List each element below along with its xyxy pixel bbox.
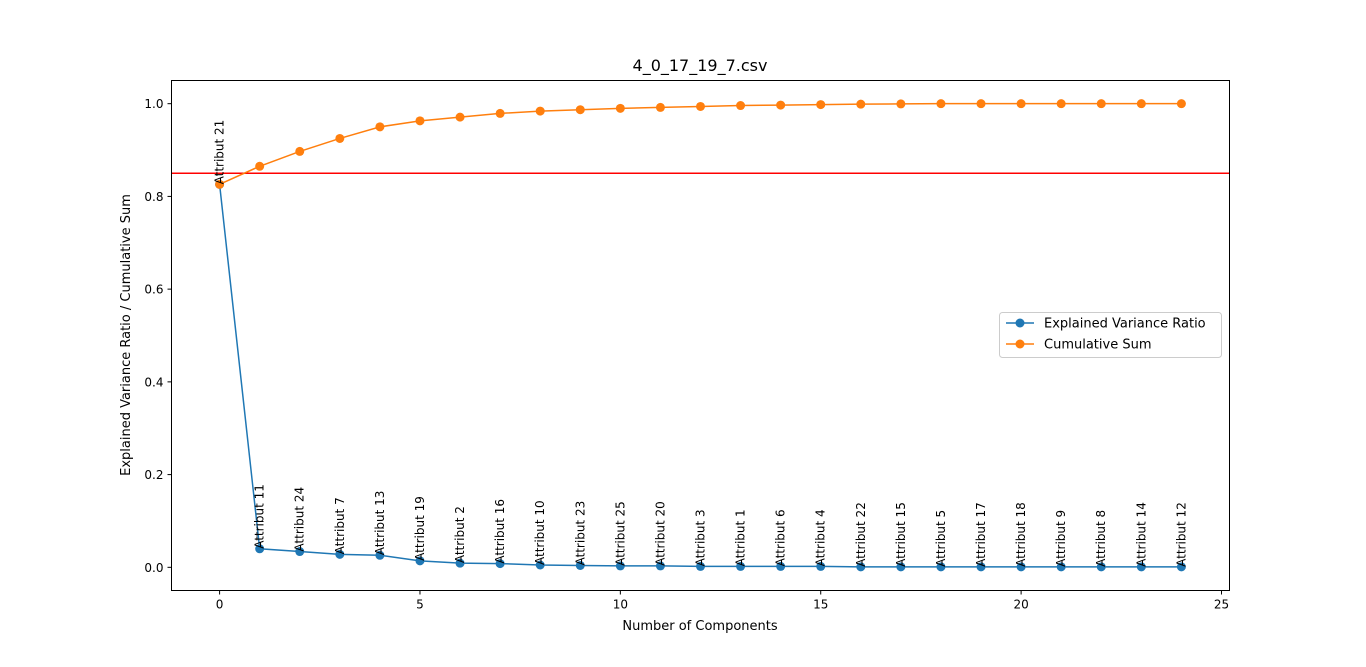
data-point bbox=[575, 105, 585, 115]
y-tick-label: 1.0 bbox=[144, 97, 163, 111]
chart-title: 4_0_17_19_7.csv bbox=[633, 56, 768, 76]
data-point bbox=[816, 100, 826, 110]
data-point bbox=[255, 544, 265, 554]
point-annotation: Attribut 13 bbox=[373, 491, 387, 556]
point-annotation: Attribut 7 bbox=[333, 497, 347, 554]
plot-frame bbox=[171, 80, 1230, 591]
data-point bbox=[856, 99, 866, 109]
point-annotation: Attribut 22 bbox=[854, 502, 868, 567]
data-point bbox=[535, 106, 545, 116]
data-point bbox=[736, 101, 746, 111]
data-point bbox=[776, 561, 786, 571]
legend-label: Explained Variance Ratio bbox=[1044, 317, 1206, 332]
y-tick-label: 0.8 bbox=[144, 190, 163, 204]
point-annotation: Attribut 10 bbox=[533, 500, 547, 565]
data-point bbox=[1136, 562, 1146, 572]
point-annotation: Attribut 23 bbox=[573, 501, 587, 566]
data-point bbox=[455, 112, 465, 122]
point-annotation: Attribut 19 bbox=[413, 496, 427, 561]
data-point bbox=[1176, 99, 1186, 109]
point-annotation: Attribut 3 bbox=[694, 509, 708, 566]
data-point bbox=[575, 560, 585, 570]
y-tick-label: 0.4 bbox=[144, 375, 163, 389]
data-point bbox=[696, 101, 705, 111]
y-tick-label: 0.2 bbox=[144, 468, 163, 482]
data-point bbox=[215, 179, 225, 189]
point-annotation: Attribut 5 bbox=[934, 510, 948, 567]
point-annotation: Attribut 20 bbox=[653, 501, 667, 566]
point-annotation: Attribut 6 bbox=[774, 509, 788, 566]
data-point bbox=[535, 560, 545, 570]
data-point bbox=[615, 561, 625, 571]
legend: Explained Variance Ratio Cumulative Sum bbox=[999, 312, 1222, 358]
data-point bbox=[856, 562, 866, 572]
point-annotation: Attribut 17 bbox=[974, 502, 988, 567]
point-annotation: Attribut 15 bbox=[894, 502, 908, 567]
point-annotation: Attribut 16 bbox=[493, 499, 507, 564]
data-point bbox=[1016, 99, 1026, 109]
x-tick-label: 25 bbox=[1214, 598, 1229, 612]
data-point bbox=[936, 562, 946, 572]
x-tick-label: 20 bbox=[1013, 598, 1028, 612]
y-tick-label: 0.6 bbox=[144, 283, 163, 297]
point-annotation: Attribut 18 bbox=[1014, 502, 1028, 567]
data-point bbox=[736, 561, 746, 571]
data-point bbox=[1016, 562, 1026, 572]
data-point bbox=[495, 559, 505, 569]
x-axis-label: Number of Components bbox=[622, 619, 777, 634]
y-axis-label: Explained Variance Ratio / Cumulative Su… bbox=[119, 194, 134, 476]
data-point bbox=[375, 550, 385, 560]
x-tick-label: 15 bbox=[813, 598, 828, 612]
data-point bbox=[1096, 562, 1106, 572]
data-point bbox=[976, 562, 986, 572]
data-point bbox=[896, 562, 906, 572]
data-point bbox=[255, 161, 265, 171]
point-annotation: Attribut 12 bbox=[1174, 502, 1188, 567]
point-annotation: Attribut 2 bbox=[453, 506, 467, 563]
data-point bbox=[335, 549, 345, 559]
data-point bbox=[896, 99, 906, 109]
data-point bbox=[1136, 99, 1146, 109]
data-point bbox=[1176, 562, 1186, 572]
point-annotation: Attribut 11 bbox=[253, 484, 267, 549]
point-annotation: Attribut 25 bbox=[613, 501, 627, 566]
legend-label: Cumulative Sum bbox=[1044, 338, 1152, 353]
data-point bbox=[335, 133, 345, 143]
plot-area: 0 5 10 15 20 25 0.0 0.2 0.4 0.6 0.8 1.0 Attribut 21 A… bbox=[144, 97, 1230, 612]
data-point bbox=[495, 108, 505, 118]
data-point bbox=[655, 102, 665, 112]
data-point bbox=[415, 556, 425, 566]
y-tick-label: 0.0 bbox=[144, 561, 163, 575]
data-point bbox=[455, 558, 465, 568]
data-point bbox=[1096, 99, 1106, 109]
data-point bbox=[976, 99, 986, 109]
x-tick-label: 0 bbox=[216, 598, 224, 612]
data-point bbox=[415, 116, 425, 126]
data-point bbox=[1056, 99, 1066, 109]
legend-marker bbox=[1015, 339, 1025, 349]
legend-marker bbox=[1015, 318, 1025, 328]
point-annotation: Attribut 21 bbox=[213, 120, 227, 185]
data-point bbox=[615, 103, 625, 113]
x-tick-label: 5 bbox=[416, 598, 424, 612]
legend-box bbox=[999, 312, 1222, 358]
point-annotation: Attribut 8 bbox=[1094, 510, 1108, 567]
data-point bbox=[295, 146, 305, 156]
data-point bbox=[816, 561, 826, 571]
point-annotation: Attribut 9 bbox=[1054, 510, 1068, 567]
point-annotation: Attribut 24 bbox=[293, 487, 307, 552]
x-tick-label: 10 bbox=[613, 598, 628, 612]
data-point bbox=[776, 100, 786, 110]
point-annotation: Attribut 4 bbox=[814, 509, 828, 566]
data-point bbox=[936, 99, 946, 109]
data-point bbox=[295, 547, 305, 557]
data-point bbox=[375, 122, 385, 132]
data-point bbox=[696, 561, 705, 571]
point-annotation: Attribut 1 bbox=[734, 509, 748, 566]
data-point bbox=[1056, 562, 1066, 572]
point-annotation: Attribut 14 bbox=[1134, 502, 1148, 567]
data-point bbox=[655, 561, 665, 571]
